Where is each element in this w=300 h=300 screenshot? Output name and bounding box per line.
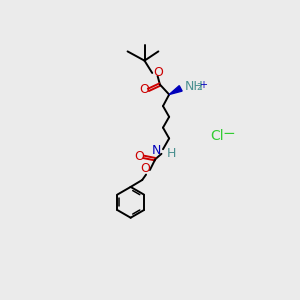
Text: N: N [152,144,161,157]
Text: 2: 2 [196,83,202,92]
Text: NH: NH [184,80,203,92]
Text: Cl: Cl [210,129,224,143]
Text: O: O [153,67,163,80]
Text: O: O [139,82,149,96]
Text: O: O [140,162,150,175]
Text: H: H [167,147,176,160]
Polygon shape [169,85,182,94]
Text: +: + [199,80,207,89]
Text: O: O [134,150,144,163]
Text: −: − [223,125,236,140]
